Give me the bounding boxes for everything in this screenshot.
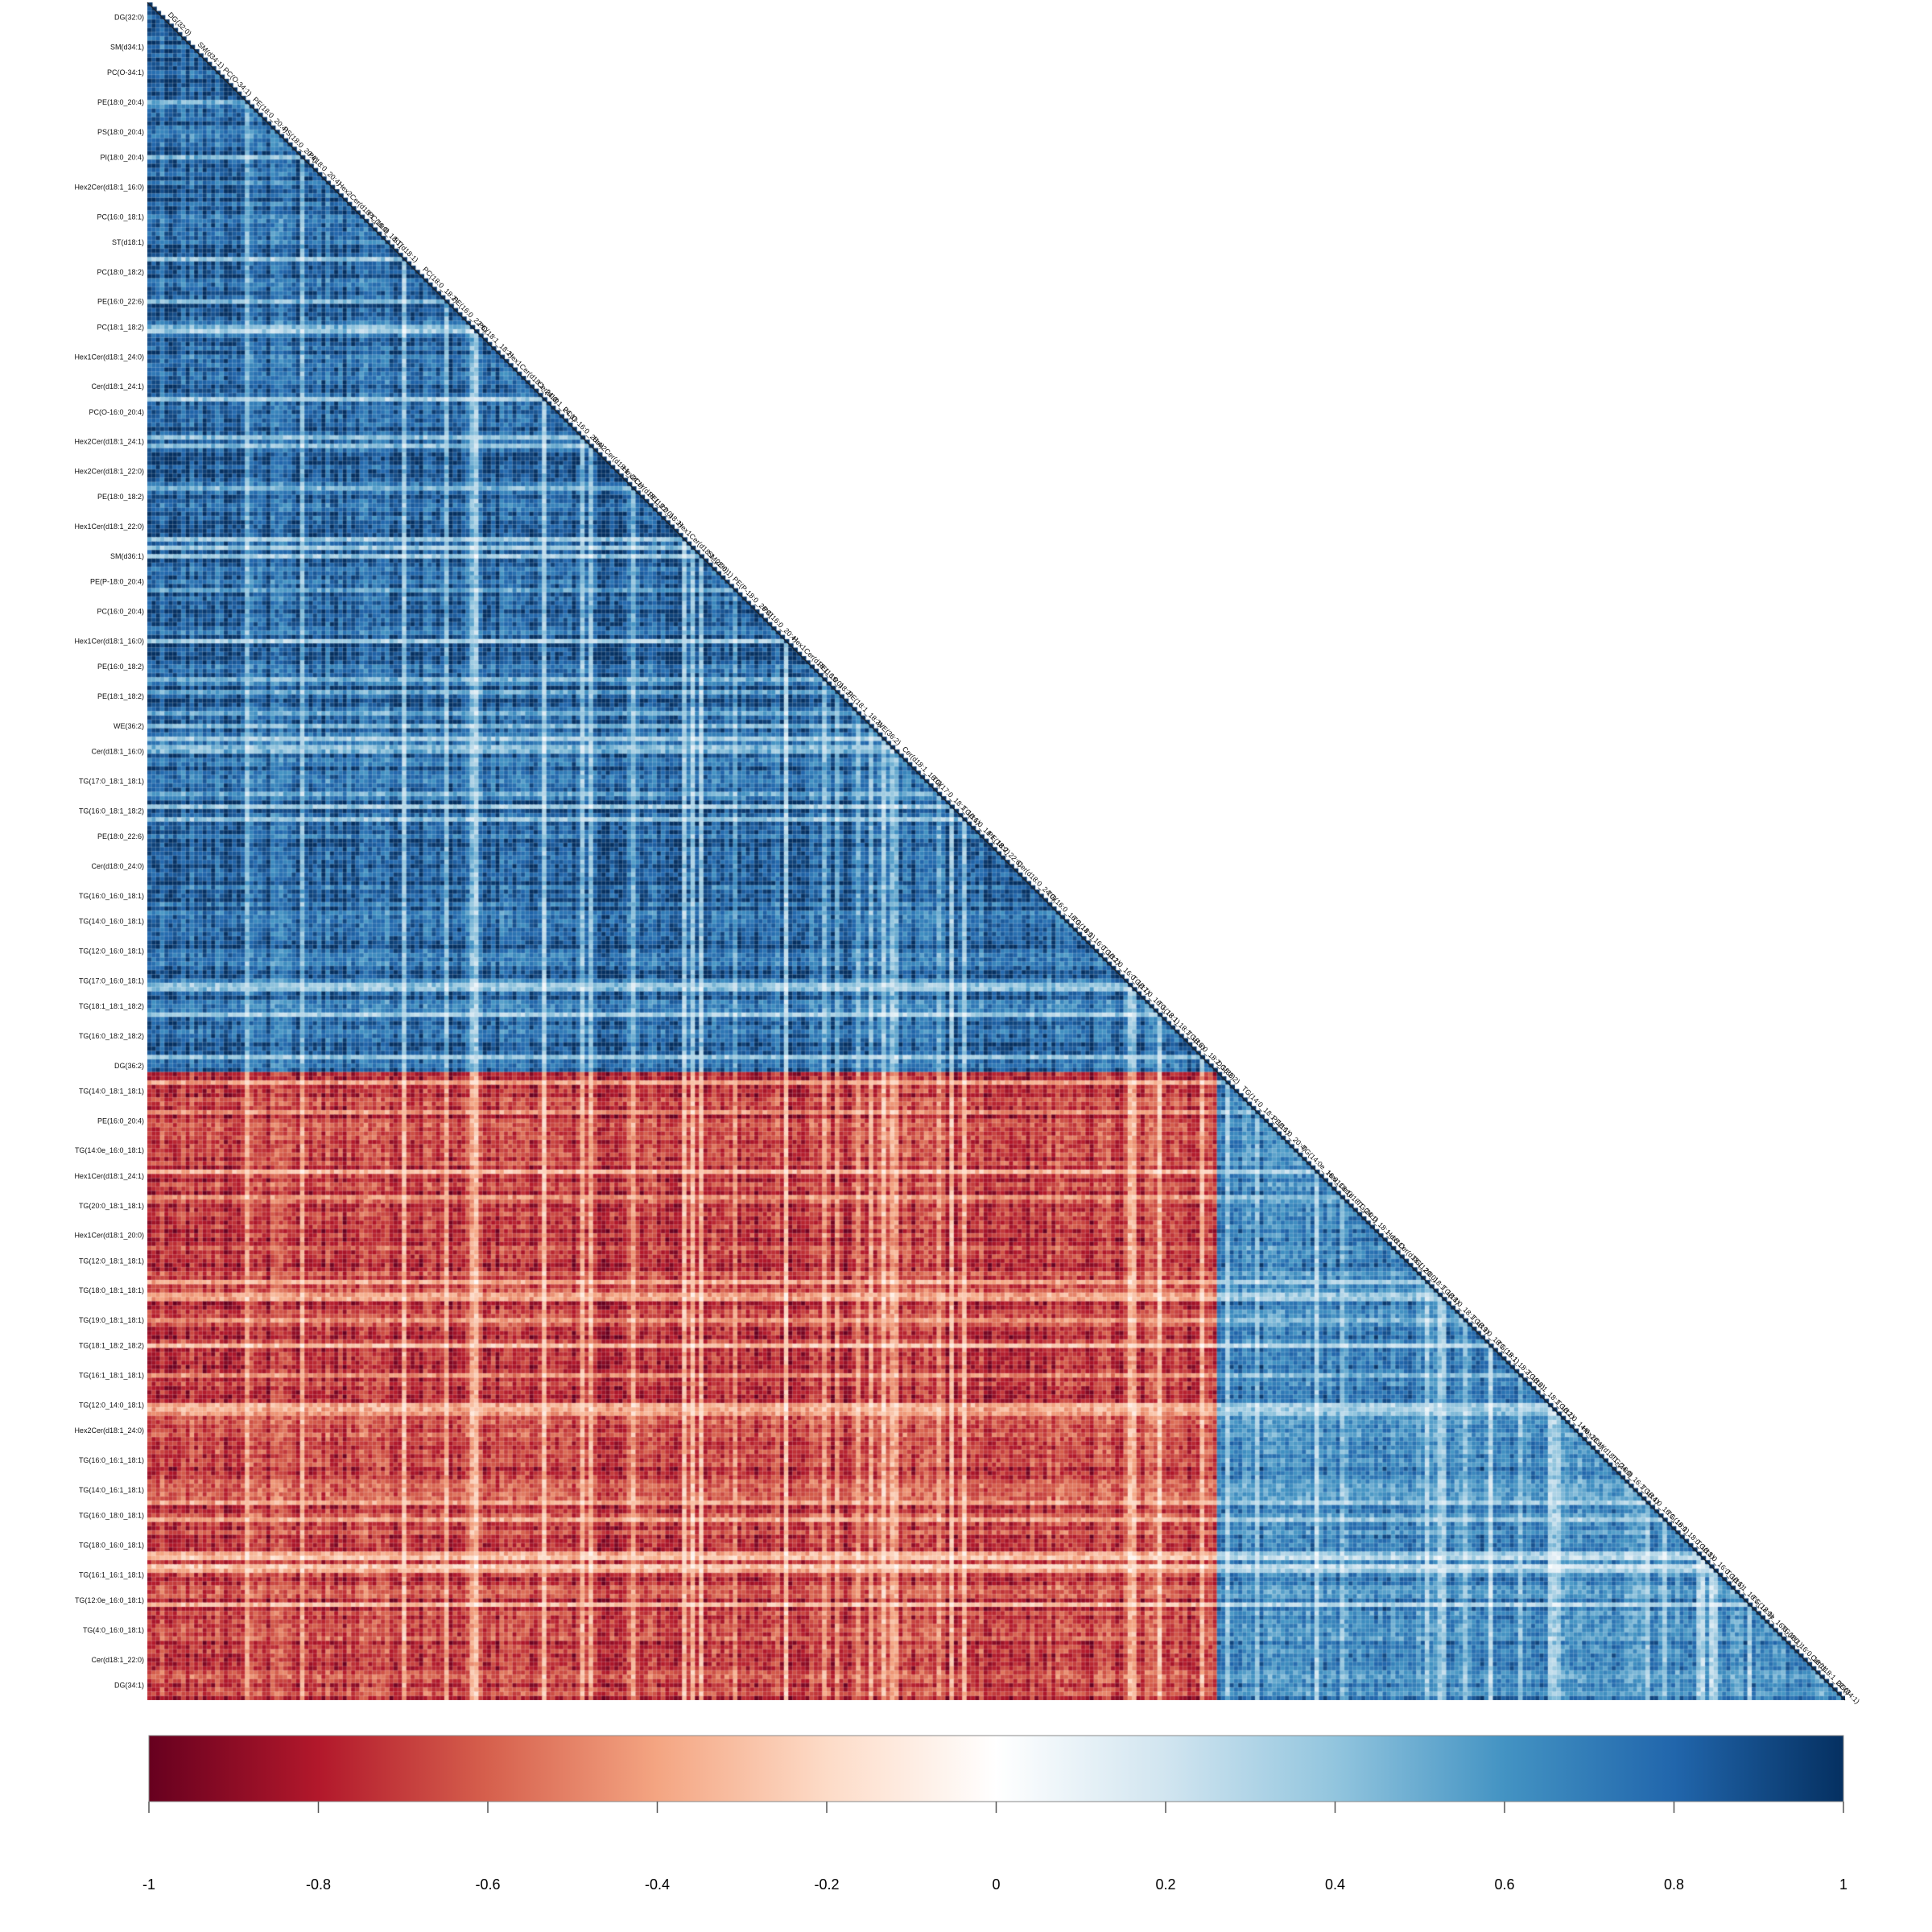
- colorbar-tick-label: 1: [1839, 1876, 1847, 1893]
- row-label: PC(18:0_18:2): [97, 268, 144, 276]
- row-label: PE(18:1_18:2): [97, 692, 144, 700]
- row-label: TG(12:0e_16:0_18:1): [75, 1596, 144, 1604]
- row-label: TG(12:0_16:0_18:1): [79, 947, 144, 955]
- row-label: PE(16:0_20:4): [97, 1117, 144, 1125]
- row-label: PC(16:0_18:1): [97, 213, 144, 221]
- row-label: TG(17:0_18:1_18:1): [79, 778, 144, 786]
- row-label: PC(O-16:0_20:4): [89, 408, 144, 416]
- row-label: TG(12:0_14:0_18:1): [79, 1402, 144, 1410]
- row-label: TG(17:0_16:0_18:1): [79, 976, 144, 985]
- row-label: ST(d18:1): [112, 238, 144, 246]
- row-label: PE(16:0_22:6): [97, 298, 144, 306]
- row-label: TG(18:1_18:2_18:2): [79, 1342, 144, 1350]
- diagonal-line: [147, 2, 1846, 1701]
- row-label: DG(36:2): [114, 1062, 144, 1070]
- row-label: Hex2Cer(d18:1_22:0): [74, 468, 144, 476]
- row-label: TG(18:0_18:1_18:1): [79, 1286, 144, 1294]
- row-label: Cer(d18:1_22:0): [91, 1656, 144, 1664]
- row-label: TG(12:0_18:1_18:1): [79, 1257, 144, 1265]
- row-label: Hex1Cer(d18:1_22:0): [74, 522, 144, 530]
- row-label: Hex1Cer(d18:1_24:0): [74, 353, 144, 361]
- row-label: Hex1Cer(d18:1_16:0): [74, 638, 144, 646]
- row-label: Hex1Cer(d18:1_20:0): [74, 1232, 144, 1240]
- row-label: Cer(d18:1_24:1): [91, 382, 144, 390]
- row-label: PC(16:0_20:4): [97, 608, 144, 616]
- row-label: TG(16:0_18:1_18:2): [79, 807, 144, 815]
- row-label: TG(16:1_18:1_18:1): [79, 1372, 144, 1380]
- colorbar-tick-label: -1: [142, 1876, 155, 1893]
- row-label: DG(32:0): [114, 13, 144, 21]
- row-label: Cer(d18:0_24:0): [91, 862, 144, 870]
- row-label: Hex2Cer(d18:1_16:0): [74, 183, 144, 191]
- row-label: TG(18:0_16:0_18:1): [79, 1542, 144, 1550]
- row-label: TG(19:0_18:1_18:1): [79, 1316, 144, 1324]
- row-label: TG(20:0_18:1_18:1): [79, 1202, 144, 1210]
- row-label: TG(16:0_16:0_18:1): [79, 892, 144, 900]
- row-label: Hex1Cer(d18:1_24:1): [74, 1172, 144, 1180]
- row-label: PC(18:1_18:2): [97, 323, 144, 331]
- row-labels: DG(32:0) SM(d34:1) PC(O-34:1) PE(18:0_20:4)…: [74, 13, 144, 1689]
- colorbar-tick-label: -0.8: [306, 1876, 331, 1893]
- row-label: TG(14:0_16:0_18:1): [79, 917, 144, 925]
- row-label: TG(14:0_18:1_18:1): [79, 1087, 144, 1095]
- row-label: PE(16:0_18:2): [97, 663, 144, 671]
- row-label: TG(14:0e_16:0_18:1): [75, 1146, 144, 1154]
- row-label: Hex2Cer(d18:1_24:1): [74, 438, 144, 446]
- row-label: Cer(d18:1_16:0): [91, 748, 144, 756]
- colorbar-tick-label: 0.4: [1325, 1876, 1345, 1893]
- row-label: TG(16:0_16:1_18:1): [79, 1456, 144, 1464]
- row-label: TG(16:0_18:0_18:1): [79, 1512, 144, 1520]
- row-label: TG(16:1_16:1_18:1): [79, 1571, 144, 1579]
- row-label: PC(O-34:1): [107, 68, 144, 76]
- row-label: TG(16:0_18:2_18:2): [79, 1032, 144, 1040]
- row-label: PE(18:0_20:4): [97, 98, 144, 106]
- colorbar-tick-label: -0.6: [475, 1876, 500, 1893]
- row-label: PE(P-18:0_20:4): [90, 578, 144, 586]
- colorbar: [148, 1735, 1844, 1802]
- row-label: WE(36:2): [114, 722, 144, 730]
- row-label: PS(18:0_20:4): [97, 128, 144, 136]
- colorbar-tick-label: -0.4: [645, 1876, 670, 1893]
- row-label: PE(18:0_22:6): [97, 832, 144, 840]
- row-label: Hex2Cer(d18:1_24:0): [74, 1426, 144, 1435]
- row-label: PE(18:0_18:2): [97, 493, 144, 501]
- row-label: DG(34:1): [114, 1682, 144, 1690]
- row-label: TG(18:1_18:1_18:2): [79, 1002, 144, 1010]
- row-label: PI(18:0_20:4): [100, 153, 144, 161]
- colorbar-tick-label: 0: [992, 1876, 1000, 1893]
- row-label: TG(4:0_16:0_18:1): [83, 1626, 144, 1634]
- colorbar-ticks: -1 -0.8 -0.6 -0.4 -0.2 0 0.2 0.4 0.6 0.8 1: [142, 1802, 1847, 1893]
- colorbar-tick-label: 0.2: [1155, 1876, 1175, 1893]
- row-label: TG(14:0_16:1_18:1): [79, 1486, 144, 1494]
- colorbar-tick-label: 0.6: [1494, 1876, 1514, 1893]
- colorbar-tick-label: 0.8: [1664, 1876, 1684, 1893]
- row-label: SM(d34:1): [110, 43, 144, 51]
- colorbar-tick-label: -0.2: [814, 1876, 839, 1893]
- row-label: SM(d36:1): [110, 552, 144, 560]
